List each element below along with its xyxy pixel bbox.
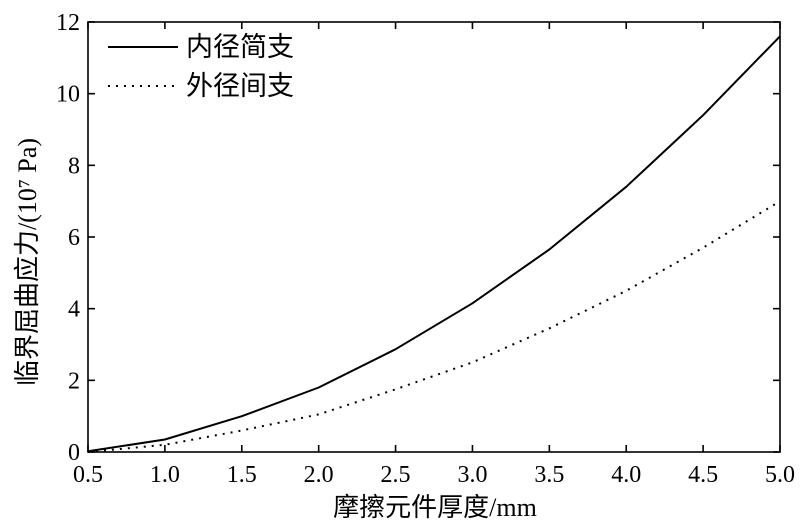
series-layer [87,35,781,453]
x-tick-label: 2.0 [304,462,334,488]
x-tick-label: 1.5 [227,462,257,488]
x-tick-label: 5.0 [765,462,795,488]
series-line-1 [87,35,781,453]
y-axis-title: 临界屈曲应力/(10⁷ Pa) [13,138,42,386]
x-tick-label: 0.5 [73,462,103,488]
y-tick-label: 0 [68,440,80,466]
y-tick-label: 10 [56,82,80,108]
legend-label-inner-simply-supported: 内径简支 [186,32,294,62]
y-axis: 0 2 4 6 8 10 12 [56,10,780,466]
x-tick-label: 4.5 [688,462,718,488]
y-tick-label: 2 [68,368,80,394]
y-tick-label: 4 [68,297,80,323]
x-tick-label: 3.0 [457,462,487,488]
y-tick-label: 8 [68,153,80,179]
legend-label-outer-supported: 外径间支 [186,71,294,101]
x-axis-title: 摩擦元件厚度/mm [333,493,537,522]
legend: 内径简支 外径间支 [108,32,294,101]
x-tick-label: 3.5 [534,462,564,488]
y-tick-label: 6 [68,225,80,251]
x-tick-label: 2.5 [381,462,411,488]
x-tick-label: 1.0 [150,462,180,488]
x-axis: 0.5 1.0 1.5 2.0 2.5 3.0 3.5 4.0 4.5 5.0 [73,22,795,488]
y-tick-label: 12 [56,10,80,36]
x-tick-label: 4.0 [611,462,641,488]
